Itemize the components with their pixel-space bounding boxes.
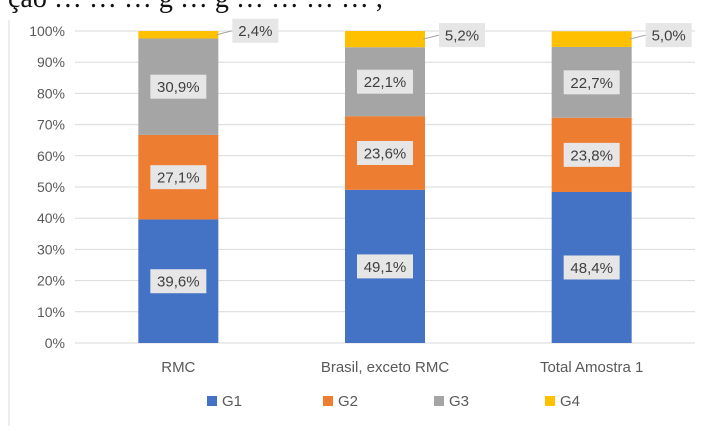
data-label: 2,4% (238, 23, 272, 40)
leader-line (629, 34, 646, 40)
data-label-box (357, 254, 413, 279)
bar-segment-g4 (345, 31, 425, 48)
legend-swatch-g2 (323, 396, 333, 406)
partial-caption-text: ção … … … g … g … … … … , (8, 0, 383, 13)
data-label: 27,1% (157, 170, 200, 187)
data-label: 23,8% (570, 147, 613, 164)
data-label-box (439, 23, 485, 48)
data-label: 39,6% (157, 274, 200, 291)
y-tick-label: 80% (37, 85, 65, 101)
data-label: 22,7% (570, 75, 613, 92)
y-tick-label: 60% (37, 148, 65, 164)
data-label-box (150, 269, 207, 294)
data-label-box (563, 70, 620, 95)
data-label-box (563, 255, 620, 280)
bar-segment-g4 (138, 31, 219, 39)
y-tick-label: 40% (37, 210, 65, 226)
y-tick-label: 20% (37, 273, 65, 289)
data-label-box (232, 18, 279, 43)
category-label: Total Amostra 1 (540, 359, 643, 376)
category-label: RMC (161, 359, 195, 376)
partial-caption: ção … … … g … g … … … … , (0, 0, 705, 13)
legend-swatch-g4 (545, 396, 555, 406)
legend-label: G1 (222, 393, 242, 410)
legend-label: G3 (449, 393, 469, 410)
y-tick-label: 30% (37, 241, 65, 257)
leader-line (216, 30, 233, 36)
bar-segment-g4 (551, 31, 632, 47)
y-tick-label: 50% (37, 179, 65, 195)
data-label: 23,6% (364, 145, 407, 162)
data-label: 30,9% (157, 79, 200, 96)
data-label-box (563, 142, 620, 167)
y-tick-label: 90% (37, 54, 65, 70)
data-label: 49,1% (364, 259, 407, 276)
data-label: 48,4% (570, 260, 613, 277)
data-label: 5,0% (652, 28, 686, 45)
data-label-box (150, 165, 207, 190)
category-label: Brasil, exceto RMC (321, 359, 450, 376)
legend-label: G2 (338, 393, 358, 410)
data-label-box (150, 74, 207, 99)
data-label-box (645, 23, 692, 48)
data-label-box (357, 140, 413, 165)
y-tick-label: 70% (37, 117, 65, 133)
leader-line (422, 34, 440, 40)
y-tick-label: 10% (37, 304, 65, 320)
data-label-box (357, 69, 413, 94)
legend-label: G4 (560, 393, 580, 410)
data-label: 22,1% (364, 74, 407, 91)
legend-swatch-g1 (207, 396, 217, 406)
legend-swatch-g3 (434, 396, 444, 406)
data-label: 5,2% (445, 28, 479, 45)
y-tick-label: 0% (45, 335, 65, 351)
y-tick-label: 100% (29, 23, 65, 39)
